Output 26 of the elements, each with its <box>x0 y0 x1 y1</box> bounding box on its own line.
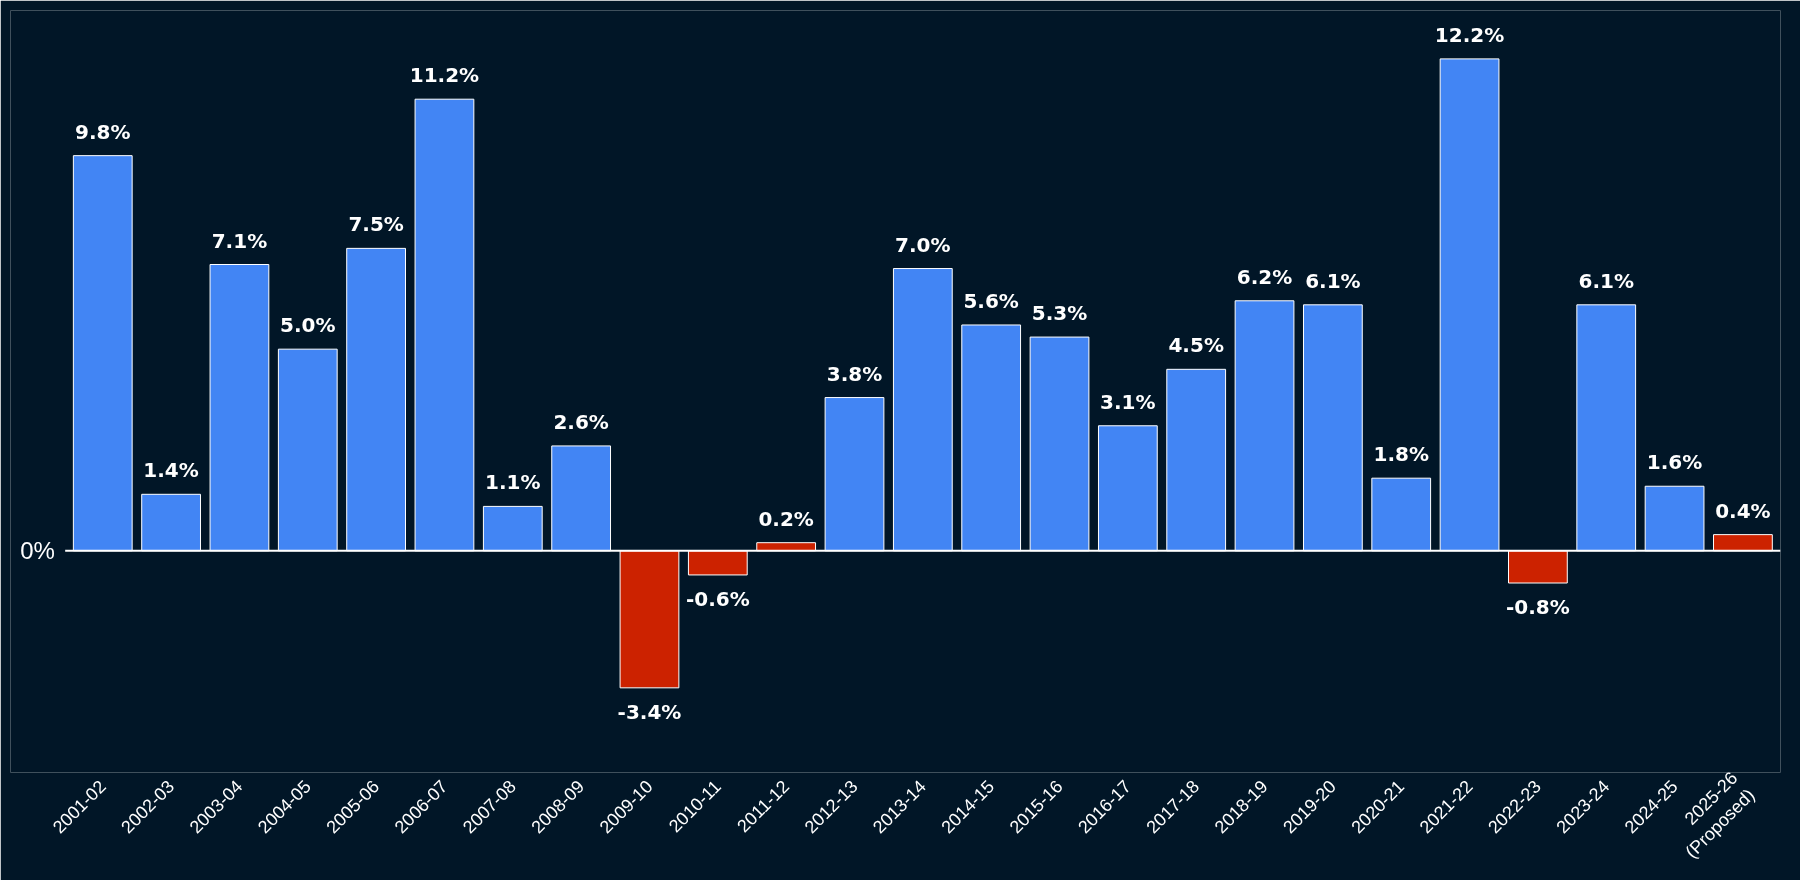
data-label: 3.1% <box>1100 389 1156 414</box>
data-label: 6.1% <box>1305 268 1361 293</box>
data-label: 7.1% <box>211 228 268 253</box>
data-label: 5.3% <box>1031 301 1088 326</box>
data-label: -0.6% <box>685 586 750 611</box>
data-label: 7.5% <box>348 212 404 237</box>
data-label: 1.1% <box>485 470 541 495</box>
data-label: 9.8% <box>75 119 131 144</box>
data-label: 6.2% <box>1236 264 1293 289</box>
data-label: 1.4% <box>143 458 199 483</box>
data-label: 12.2% <box>1434 22 1505 47</box>
data-label: -0.8% <box>1506 595 1570 620</box>
ref-line-label: 0% <box>20 537 55 565</box>
data-label: 6.1% <box>1578 268 1634 293</box>
data-label: -3.4% <box>617 699 682 724</box>
data-label: 7.0% <box>895 232 951 257</box>
data-label: 3.8% <box>826 361 883 386</box>
data-label: 1.6% <box>1646 450 1703 475</box>
data-label: 0.4% <box>1715 498 1771 523</box>
data-label: 2.6% <box>553 409 609 434</box>
data-label: 5.0% <box>280 313 336 338</box>
data-label: 11.2% <box>409 63 480 88</box>
data-label: 5.6% <box>963 288 1019 313</box>
data-label: 0.2% <box>758 506 814 531</box>
data-label: 4.5% <box>1168 333 1224 358</box>
data-label: 1.8% <box>1373 442 1429 467</box>
